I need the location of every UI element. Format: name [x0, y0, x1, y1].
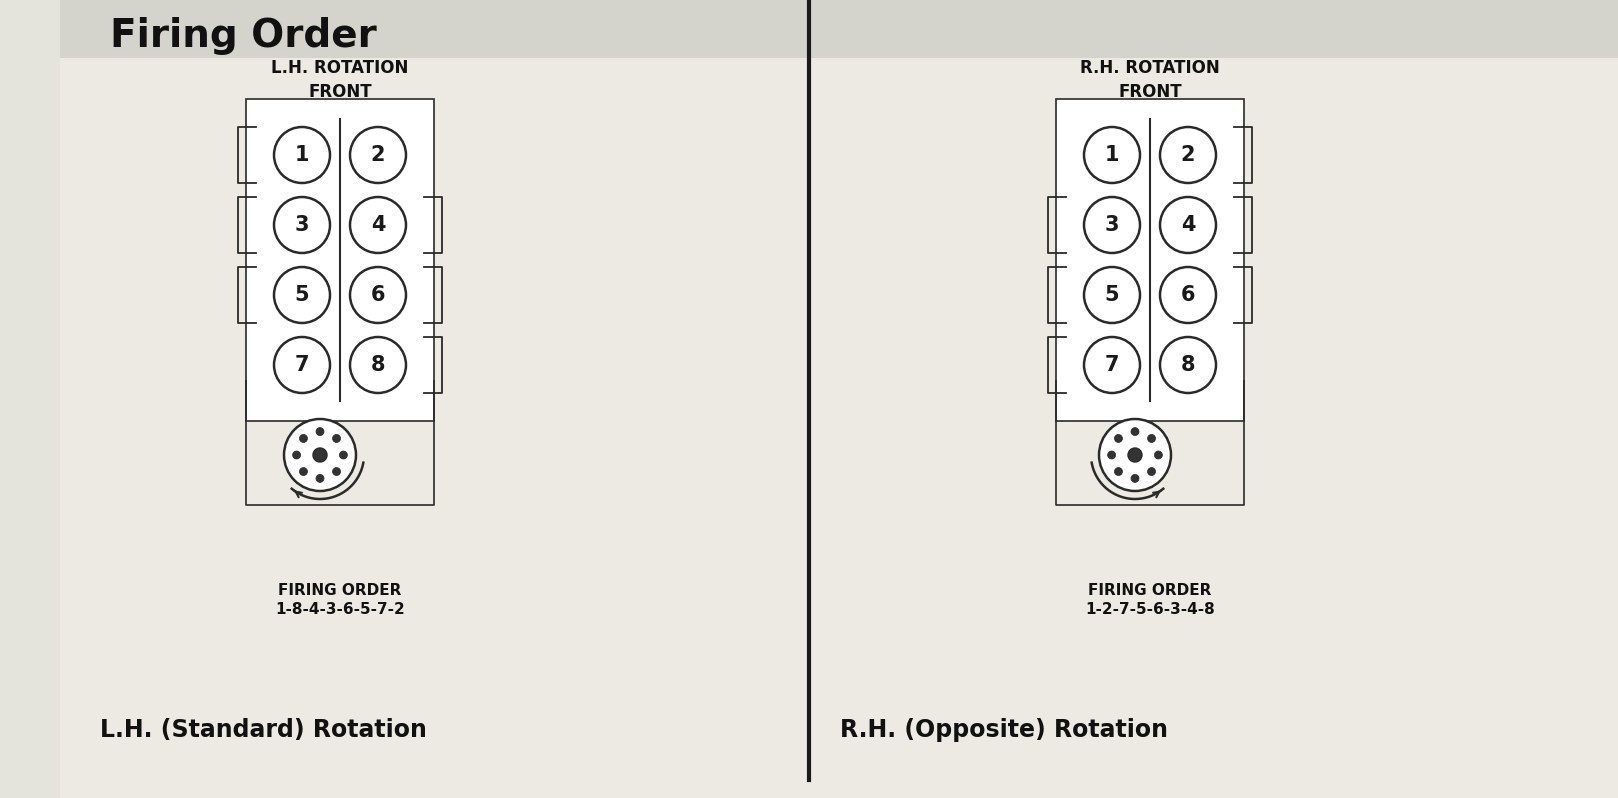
Circle shape [273, 267, 330, 323]
Circle shape [299, 434, 307, 442]
Circle shape [1154, 451, 1162, 459]
Bar [246, 99, 434, 421]
Text: 1: 1 [1105, 145, 1120, 165]
Text: 2: 2 [1181, 145, 1196, 165]
Bar [1066, 109, 1235, 411]
Text: 5: 5 [294, 285, 309, 305]
Text: 5: 5 [1105, 285, 1120, 305]
Text: FIRING ORDER
1-2-7-5-6-3-4-8: FIRING ORDER 1-2-7-5-6-3-4-8 [1086, 583, 1215, 618]
Circle shape [316, 428, 324, 436]
Circle shape [1131, 428, 1139, 436]
Circle shape [299, 468, 307, 476]
Circle shape [1115, 468, 1123, 476]
Circle shape [1131, 474, 1139, 483]
Circle shape [340, 451, 348, 459]
Text: 4: 4 [371, 215, 385, 235]
Circle shape [316, 474, 324, 483]
Circle shape [333, 434, 340, 442]
Circle shape [1115, 434, 1123, 442]
Circle shape [1128, 448, 1142, 462]
Circle shape [273, 197, 330, 253]
Circle shape [349, 127, 406, 183]
Text: 4: 4 [1181, 215, 1196, 235]
Text: 8: 8 [1181, 355, 1196, 375]
Circle shape [1084, 197, 1141, 253]
Circle shape [1084, 337, 1141, 393]
Circle shape [1160, 197, 1217, 253]
Circle shape [1084, 267, 1141, 323]
Bar [256, 109, 424, 411]
Circle shape [1084, 127, 1141, 183]
Circle shape [273, 127, 330, 183]
Bar [1057, 99, 1244, 421]
Circle shape [349, 267, 406, 323]
Circle shape [1147, 468, 1155, 476]
Text: R.H. ROTATION
FRONT: R.H. ROTATION FRONT [1081, 59, 1220, 101]
Circle shape [1108, 451, 1115, 459]
Circle shape [1147, 434, 1155, 442]
Bar [1076, 119, 1223, 401]
Text: 2: 2 [371, 145, 385, 165]
Text: 3: 3 [294, 215, 309, 235]
Text: 7: 7 [294, 355, 309, 375]
Circle shape [1160, 127, 1217, 183]
Text: L.H. (Standard) Rotation: L.H. (Standard) Rotation [100, 718, 427, 742]
Text: FIRING ORDER
1-8-4-3-6-5-7-2: FIRING ORDER 1-8-4-3-6-5-7-2 [275, 583, 404, 618]
Circle shape [285, 419, 356, 491]
Text: 8: 8 [371, 355, 385, 375]
Text: 3: 3 [1105, 215, 1120, 235]
Circle shape [333, 468, 340, 476]
Bar [265, 119, 414, 401]
Circle shape [349, 197, 406, 253]
Circle shape [349, 337, 406, 393]
Text: L.H. ROTATION
FRONT: L.H. ROTATION FRONT [272, 59, 409, 101]
Text: 6: 6 [371, 285, 385, 305]
Circle shape [312, 448, 327, 462]
Circle shape [1160, 267, 1217, 323]
Bar [60, 0, 1618, 58]
Circle shape [1160, 337, 1217, 393]
Text: R.H. (Opposite) Rotation: R.H. (Opposite) Rotation [840, 718, 1168, 742]
Text: 1: 1 [294, 145, 309, 165]
Text: 7: 7 [1105, 355, 1120, 375]
Text: Firing Order: Firing Order [110, 17, 377, 55]
Circle shape [1099, 419, 1171, 491]
Text: 6: 6 [1181, 285, 1196, 305]
Circle shape [273, 337, 330, 393]
Circle shape [293, 451, 301, 459]
